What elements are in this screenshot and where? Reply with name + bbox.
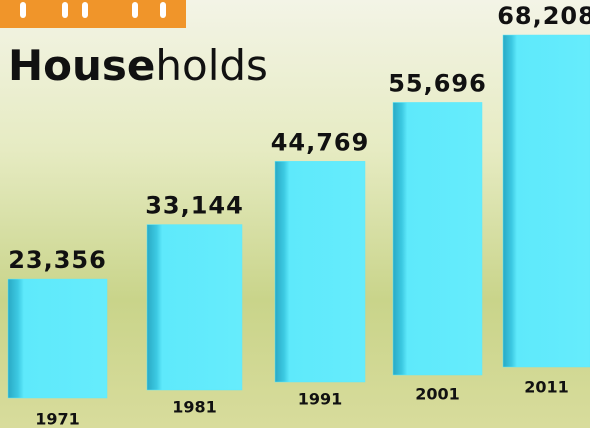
bar — [275, 161, 365, 382]
value-label: 23,356 — [8, 246, 107, 274]
bar — [503, 35, 590, 367]
value-label: 33,144 — [145, 192, 244, 220]
page: {"chart_data": {"type": "bar", "title": … — [0, 0, 590, 428]
value-label: 68,208 — [497, 2, 590, 30]
x-tick-label: 2011 — [524, 378, 569, 397]
logo — [0, 0, 186, 28]
x-tick-label: 1981 — [172, 398, 217, 417]
bar — [147, 225, 242, 390]
bar — [8, 279, 107, 398]
x-tick-label: 1991 — [298, 390, 343, 409]
value-label: 44,769 — [271, 128, 370, 156]
bar — [393, 102, 482, 375]
x-tick-label: 1971 — [35, 410, 80, 428]
chart: Households 23,356 1971 33,144 1981 44,769 199… — [0, 0, 590, 428]
chart-title: Households — [8, 41, 268, 90]
x-tick-label: 2001 — [415, 385, 460, 404]
value-label: 55,696 — [388, 69, 487, 97]
